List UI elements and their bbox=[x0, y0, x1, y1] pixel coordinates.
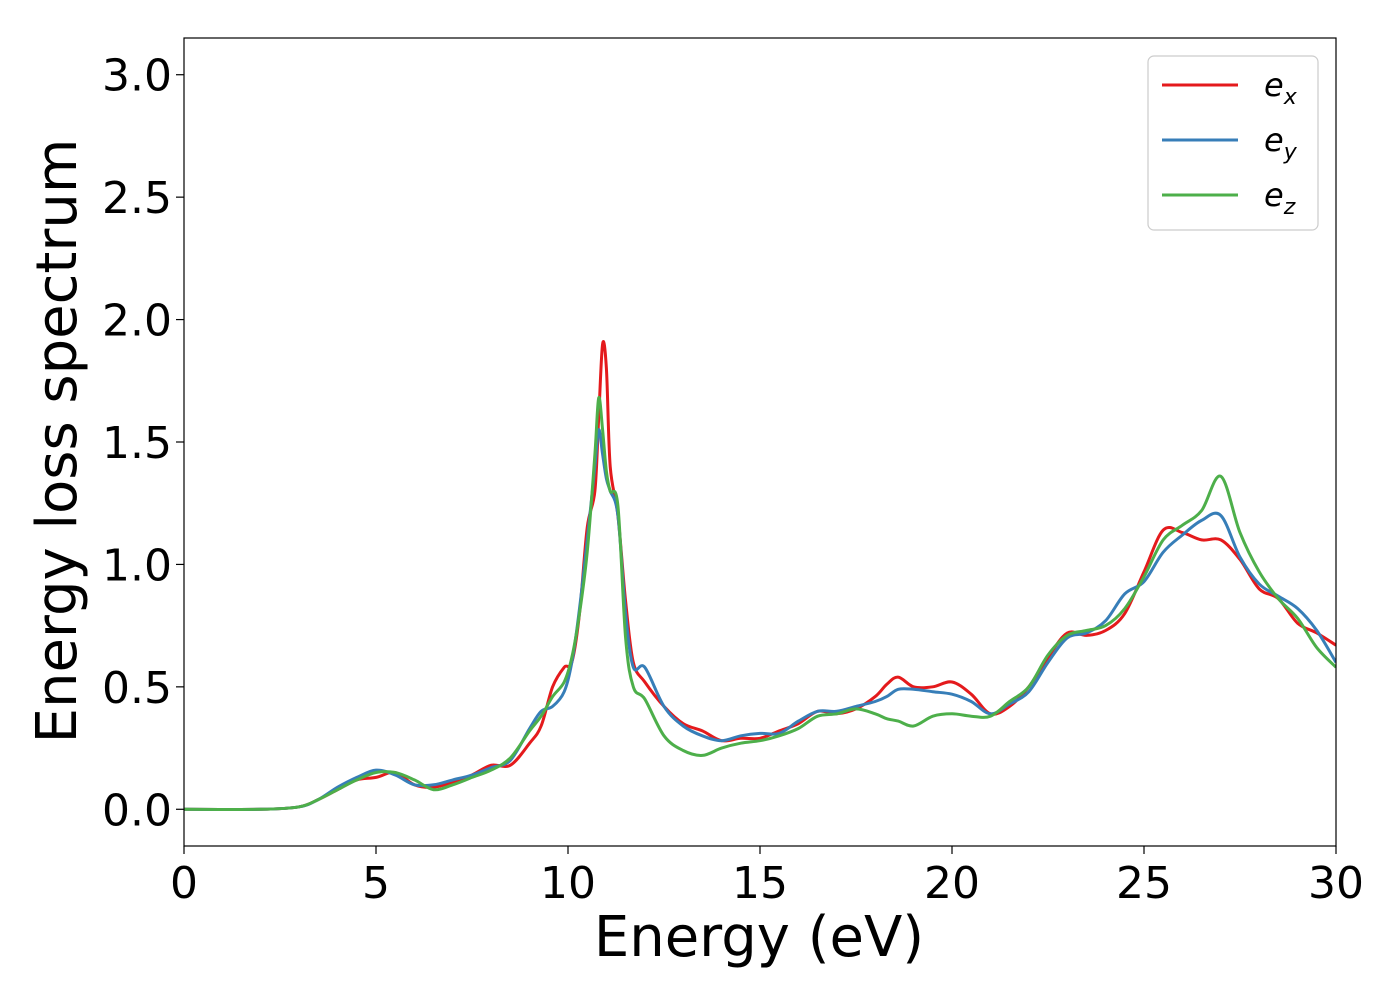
x-tick-label: 25 bbox=[1116, 858, 1172, 909]
y-tick-label: 1.5 bbox=[102, 418, 172, 469]
x-tick-label: 0 bbox=[170, 858, 198, 909]
x-tick-label: 20 bbox=[924, 858, 980, 909]
legend-label-ez: ez bbox=[1264, 176, 1296, 220]
y-tick-label: 2.0 bbox=[102, 296, 172, 347]
y-tick-label: 3.0 bbox=[102, 51, 172, 102]
y-axis-label: Energy loss spectrum bbox=[25, 139, 90, 744]
x-tick-label: 10 bbox=[540, 858, 596, 909]
y-tick-label: 1.0 bbox=[102, 540, 172, 591]
legend-label-ex: ex bbox=[1264, 66, 1298, 110]
x-axis-label: Energy (eV) bbox=[594, 905, 924, 970]
y-tick-label: 0.0 bbox=[102, 785, 172, 836]
plot-area bbox=[184, 340, 1336, 811]
x-tick-label: 30 bbox=[1308, 858, 1364, 909]
series-line-ey bbox=[184, 428, 1336, 811]
legend: ex ey ez bbox=[1147, 55, 1319, 231]
x-tick-label: 5 bbox=[362, 858, 390, 909]
series-line-ez bbox=[184, 396, 1336, 811]
legend-box bbox=[1147, 55, 1319, 231]
axes: 0 5 10 15 20 25 30 0.0 0.5 1.0 1.5 2.0 2.5 3.0 bbox=[102, 37, 1364, 909]
y-tick-label: 2.5 bbox=[102, 173, 172, 224]
x-tick-label: 15 bbox=[732, 858, 788, 909]
y-tick-label: 0.5 bbox=[102, 663, 172, 714]
legend-label-ey: ey bbox=[1264, 121, 1298, 165]
